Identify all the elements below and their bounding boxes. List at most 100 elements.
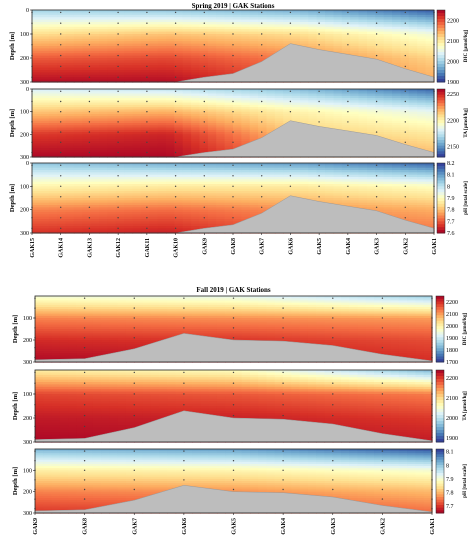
field-cell	[57, 58, 67, 61]
field-cell	[90, 127, 100, 131]
field-cell	[132, 70, 142, 73]
field-cell	[216, 127, 226, 131]
field-cell	[182, 65, 192, 69]
field-cell	[241, 14, 251, 18]
field-cell	[182, 102, 192, 106]
field-cell	[73, 111, 83, 115]
field-cell	[32, 58, 41, 61]
field-cell	[166, 50, 175, 54]
field-cell	[375, 120, 385, 124]
y-tick-label: 200	[20, 132, 29, 138]
field-cell	[325, 41, 335, 45]
sample-point	[289, 90, 292, 93]
field-cell	[191, 104, 201, 108]
field-cell	[408, 118, 418, 122]
field-cell	[174, 22, 184, 25]
field-cell	[350, 36, 360, 40]
field-cell	[249, 31, 259, 35]
field-cell	[174, 19, 184, 23]
colorbar-segment	[437, 52, 445, 56]
field-cell	[283, 116, 293, 120]
field-cell	[32, 143, 41, 147]
field-cell	[174, 77, 184, 81]
field-cell	[191, 31, 201, 35]
field-cell	[233, 67, 242, 71]
field-cell	[392, 58, 402, 61]
field-cell	[82, 138, 92, 142]
field-cell	[308, 104, 318, 108]
colorbar-segment	[437, 206, 445, 211]
field-cell	[65, 141, 75, 144]
field-cell	[233, 95, 242, 99]
field-cell	[65, 79, 75, 83]
field-cell	[48, 14, 58, 18]
field-cell	[400, 138, 410, 142]
field-cell	[325, 111, 335, 115]
field-cell	[166, 55, 175, 59]
field-cell	[274, 89, 284, 92]
field-cell	[316, 14, 326, 18]
field-cell	[157, 48, 167, 52]
field-cell	[417, 91, 427, 95]
field-cell	[99, 118, 108, 122]
field-cell	[258, 113, 268, 117]
field-cell	[132, 125, 142, 129]
field-cell	[291, 24, 301, 28]
colorbar-segment	[437, 192, 445, 196]
field-cell	[73, 74, 83, 78]
field-cell	[73, 50, 83, 54]
field-cell	[65, 125, 75, 129]
field-cell	[90, 46, 100, 49]
field-cell	[48, 31, 58, 35]
field-cell	[224, 19, 234, 23]
field-cell	[57, 12, 67, 16]
station-label: GAK7	[260, 238, 266, 255]
field-cell	[224, 132, 234, 135]
field-cell	[82, 154, 92, 158]
field-cell	[191, 102, 201, 106]
field-cell	[107, 38, 117, 42]
field-cell	[166, 134, 175, 138]
field-cell	[392, 34, 402, 37]
field-cell	[174, 141, 184, 144]
field-cell	[383, 60, 393, 64]
field-cell	[149, 48, 159, 52]
field-cell	[115, 95, 125, 99]
field-cell	[90, 89, 100, 92]
field-cell	[367, 53, 376, 57]
field-cell	[48, 43, 58, 47]
colorbar-segment	[437, 189, 445, 193]
field-cell	[82, 125, 92, 129]
field-cell	[274, 17, 284, 21]
sample-point	[60, 196, 62, 198]
field-cell	[182, 70, 192, 73]
field-cell	[241, 53, 251, 57]
field-cell	[341, 43, 351, 47]
field-cell	[124, 127, 134, 131]
field-cell	[408, 58, 418, 61]
field-cell	[32, 120, 41, 124]
field-cell	[425, 98, 435, 101]
field-cell	[65, 143, 75, 147]
field-cell	[157, 102, 167, 106]
field-cell	[333, 127, 343, 131]
field-cell	[341, 89, 351, 92]
field-cell	[400, 93, 410, 97]
sample-point	[174, 111, 177, 113]
colorbar: 8.28.187.97.87.77.6pH [total scale]	[436, 161, 469, 237]
field-cell	[425, 46, 435, 49]
field-cell	[174, 67, 184, 71]
field-cell	[99, 70, 108, 73]
field-cell	[48, 50, 58, 54]
field-cell	[392, 118, 402, 122]
colorbar-segment	[437, 198, 445, 202]
field-cell	[99, 141, 108, 144]
field-cell	[32, 72, 41, 76]
field-cell	[115, 91, 125, 95]
colorbar-tick-label: 7.6	[447, 231, 455, 237]
sample-point	[60, 111, 62, 113]
sample-point	[117, 44, 119, 46]
field-cell	[157, 152, 167, 156]
field-cell	[216, 132, 226, 135]
field-cell	[207, 22, 217, 25]
